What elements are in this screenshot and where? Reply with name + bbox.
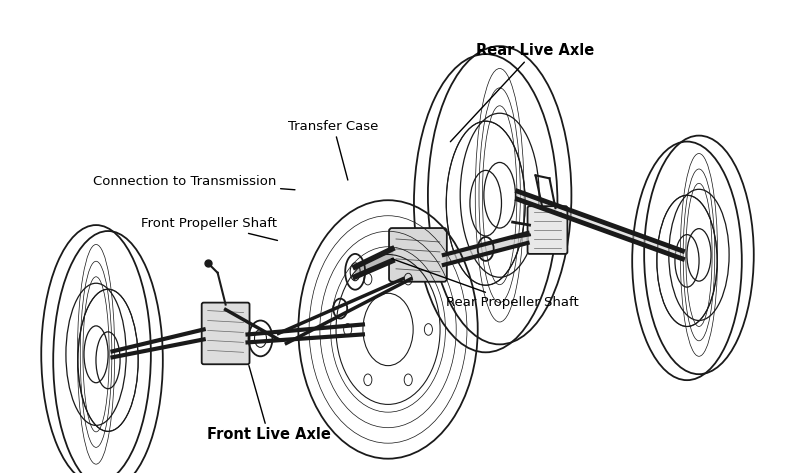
Text: Rear Propeller Shaft: Rear Propeller Shaft (392, 259, 579, 309)
Text: Rear Live Axle: Rear Live Axle (450, 43, 594, 142)
Text: Front Propeller Shaft: Front Propeller Shaft (141, 217, 278, 240)
Text: Front Live Axle: Front Live Axle (206, 365, 330, 442)
Text: Connection to Transmission: Connection to Transmission (93, 175, 295, 190)
Text: Transfer Case: Transfer Case (288, 120, 378, 180)
FancyBboxPatch shape (527, 206, 567, 254)
FancyBboxPatch shape (389, 228, 447, 282)
FancyBboxPatch shape (202, 302, 250, 364)
